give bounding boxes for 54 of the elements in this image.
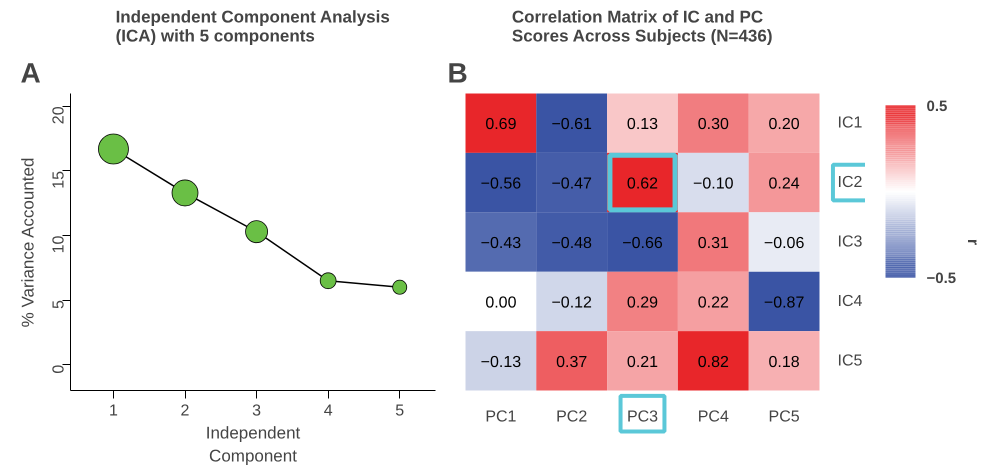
color-bar-label: 0.5	[926, 98, 948, 115]
data-label: −0.12	[551, 294, 592, 312]
x-tick-label: 2	[180, 402, 190, 420]
data-label: 0.37	[556, 354, 588, 371]
data-label: −0.87	[764, 294, 804, 312]
data-label: −0.66	[622, 235, 663, 252]
data-label: −0.06	[764, 235, 804, 252]
x-tick-label: PC3	[626, 408, 658, 426]
y-tick-label: IC5	[838, 352, 862, 370]
x-tick-label: 1	[108, 402, 118, 420]
y-axis-title: % Variance Accounted	[18, 158, 38, 328]
data-label: 0.30	[698, 116, 729, 134]
data-label: −0.56	[480, 176, 522, 193]
data-label: 0.24	[768, 176, 800, 193]
data-label: 0.13	[626, 116, 658, 134]
y-tick-label: 10	[50, 235, 68, 254]
x-tick-label: 4	[324, 402, 333, 420]
color-bar-label: −0.5	[926, 270, 956, 288]
y-tick-label: IC2	[838, 174, 862, 192]
x-tick-label: PC4	[698, 408, 729, 426]
x-tick-label: PC1	[485, 408, 517, 426]
data-label: 0.18	[768, 354, 800, 371]
color-bar-title: r	[964, 238, 982, 246]
data-label: 0.20	[768, 116, 800, 134]
data-label: 0.82	[698, 354, 729, 371]
data-label: −0.13	[480, 354, 522, 371]
data-label: 0.31	[698, 235, 729, 252]
data-label: −0.48	[551, 235, 592, 252]
x-tick-label: PC5	[768, 408, 800, 426]
text: A	[20, 58, 41, 88]
x-tick-label: 5	[395, 402, 404, 420]
x-tick-label: 3	[252, 402, 262, 420]
data-label: −0.47	[551, 176, 592, 193]
y-tick-label: 20	[50, 106, 68, 124]
y-tick-label: 0	[50, 364, 68, 374]
y-tick-label: IC3	[838, 234, 862, 250]
data-label: 0.69	[485, 116, 517, 134]
y-tick-label: IC4	[838, 292, 862, 310]
y-tick-label: 5	[50, 300, 68, 310]
data-label: 0.62	[626, 176, 658, 193]
x-tick-label: PC2	[556, 408, 588, 426]
y-tick-label: IC1	[838, 114, 862, 132]
data-label: −0.43	[480, 235, 522, 252]
data-label: −0.61	[551, 116, 592, 134]
chart-title: Correlation Matrix of IC and PC Scores Across Subjects (N=436)	[512, 8, 773, 46]
chart-title: Independent Component Analysis (ICA) with 5 components	[116, 8, 390, 46]
data-label: 0.00	[485, 294, 517, 312]
data-label: 0.22	[698, 294, 729, 312]
data-label: 0.21	[626, 354, 658, 371]
x-axis-title: Independent Component	[206, 424, 301, 466]
text: B	[448, 58, 468, 88]
data-label: 0.29	[626, 294, 658, 312]
data-label: −0.10	[693, 176, 734, 193]
y-tick-label: 15	[50, 170, 68, 189]
